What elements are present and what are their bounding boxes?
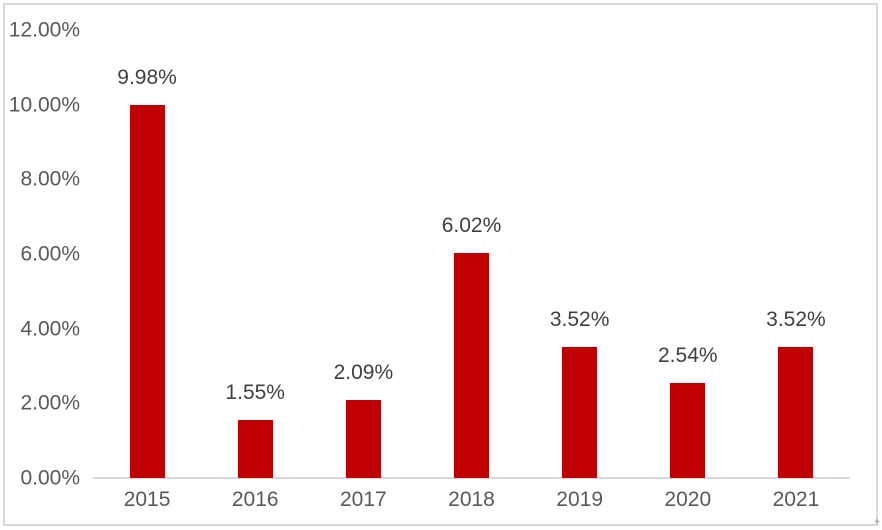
x-tick-label-2018: 2018 (448, 488, 495, 511)
y-tick-label: 6.00% (20, 242, 80, 266)
y-tick-label: 8.00% (20, 167, 80, 191)
bar-2018 (454, 253, 489, 478)
bar-2020 (670, 383, 706, 478)
data-label-2020: 2.54% (658, 344, 718, 368)
x-tick-label-2020: 2020 (664, 488, 712, 511)
x-tick-label-2017: 2017 (339, 488, 387, 511)
y-tick-label: 0.00% (20, 466, 80, 490)
bar-2021 (778, 346, 814, 478)
data-label-2015: 9.98% (117, 66, 177, 90)
bar-2017 (345, 399, 381, 478)
x-tick-label-2019: 2019 (556, 488, 603, 511)
x-axis-line (93, 477, 850, 479)
y-tick-label: 10.00% (8, 93, 80, 117)
bar-2019 (562, 346, 598, 478)
y-tick-label: 4.00% (20, 317, 80, 341)
y-tick-label: 12.00% (8, 18, 80, 42)
data-label-2018: 6.02% (441, 214, 502, 238)
x-tick-label-2016: 2016 (231, 488, 279, 511)
corner-mark: + (874, 517, 880, 528)
bar-2015 (129, 105, 165, 478)
bar-2016 (237, 420, 273, 478)
y-tick-label: 2.00% (20, 391, 80, 415)
data-label-2019: 3.52% (549, 307, 610, 331)
data-label-2017: 2.09% (333, 360, 394, 384)
data-label-2016: 1.55% (225, 381, 285, 405)
x-tick-label-2021: 2021 (772, 488, 820, 511)
x-tick-label-2015: 2015 (123, 488, 171, 511)
data-label-2021: 3.52% (766, 307, 826, 331)
